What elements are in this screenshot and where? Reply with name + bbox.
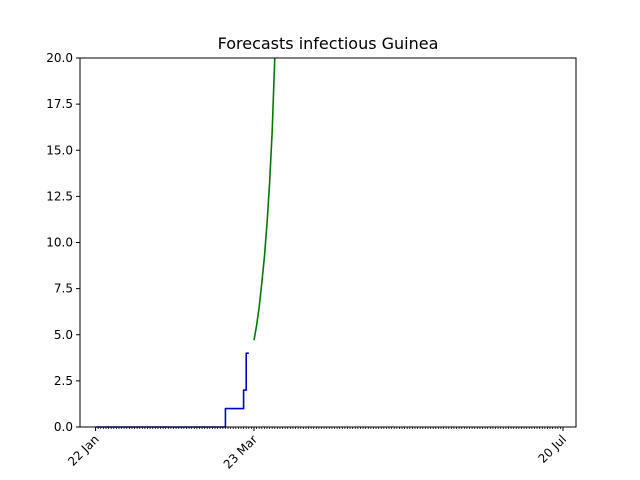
- y-tick-label: 7.5: [54, 282, 73, 296]
- x-axis: 22 Jan 23 Mar 20 Jul: [65, 427, 569, 472]
- y-axis: 0.0 2.5 5.0 7.5 10.0 12.5 15.0 17.5 20.0: [46, 51, 80, 434]
- plot-frame: [79, 57, 577, 428]
- series-layer: [95, 57, 276, 428]
- y-tick-label: 20.0: [46, 51, 73, 65]
- x-tick-label: 22 Jan: [65, 432, 101, 468]
- y-tick-label: 12.5: [46, 189, 73, 203]
- y-tick-label: 17.5: [46, 97, 73, 111]
- y-tick-label: 15.0: [46, 143, 73, 157]
- y-tick-label: 0.0: [54, 420, 73, 434]
- y-tick-label: 2.5: [54, 374, 73, 388]
- chart-title: Forecasts infectious Guinea: [218, 34, 439, 53]
- x-tick-label: 23 Mar: [221, 432, 260, 471]
- series-line-1: [95, 352, 249, 428]
- y-tick-label: 5.0: [54, 328, 73, 342]
- y-tick-label: 10.0: [46, 236, 73, 250]
- plot-area: [80, 58, 576, 427]
- series-line-2: [253, 57, 276, 341]
- x-tick-label: 20 Jul: [536, 432, 570, 466]
